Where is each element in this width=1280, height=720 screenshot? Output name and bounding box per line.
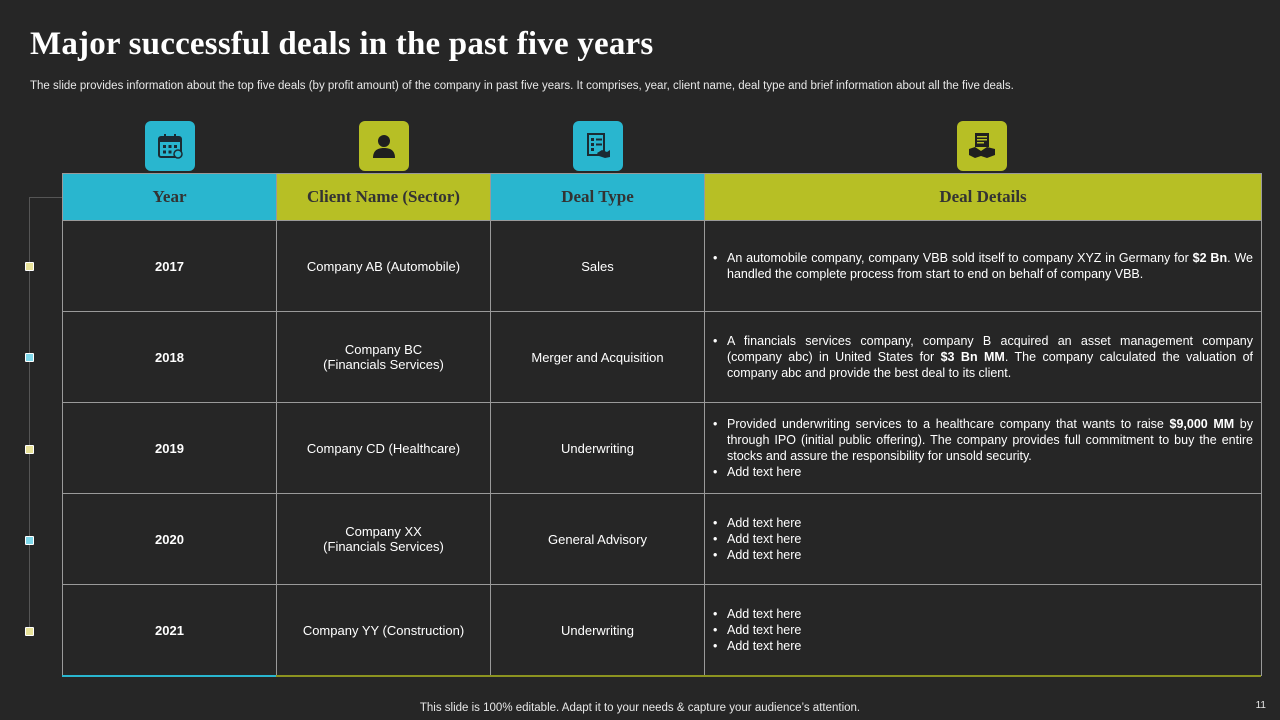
calendar-icon [145,121,195,171]
detail-amount: $9,000 MM [1169,417,1235,431]
cell-client-name: Company YY (Construction) [276,584,491,676]
cell-deal-details: Add text here Add text here Add text here [704,584,1262,676]
client-name-line: Company YY (Construction) [302,622,465,638]
detail-text: Add text here [727,532,802,546]
deal-detail-item: Add text here [713,606,1253,622]
detail-text: Add text here [727,639,802,653]
table-row: 2018 Company BC (Financials Services) Merge… [62,311,1262,403]
deals-table: Year Client Name (Sector) Deal Type Deal… [62,173,1262,676]
cell-deal-details: Add text here Add text here Add text here [704,493,1262,585]
cell-year: 2017 [62,220,277,312]
deal-details-list: Add text here Add text here Add text here [713,606,1253,654]
detail-text: Provided underwriting services to a heal… [727,417,1170,431]
deal-detail-item: Add text here [713,531,1253,547]
cell-year: 2020 [62,493,277,585]
cell-year: 2019 [62,402,277,494]
cell-client-name: Company AB (Automobile) [276,220,491,312]
detail-text: Add text here [727,465,802,479]
cell-client-name: Company BC (Financials Services) [276,311,491,403]
deal-detail-item: Add text here [713,622,1253,638]
slide-title: Major successful deals in the past five … [30,26,654,62]
table-bottom-accent-cyan [62,675,276,677]
client-name-line: Company XX [345,524,422,539]
deal-detail-item: Add text here [713,515,1253,531]
deal-detail-item: An automobile company, company VBB sold … [713,250,1253,282]
cell-deal-type: Underwriting [490,402,705,494]
client-sector-line: (Financials Services) [323,357,444,372]
cell-deal-details: An automobile company, company VBB sold … [704,220,1262,312]
cell-deal-type: Merger and Acquisition [490,311,705,403]
cell-year: 2021 [62,584,277,676]
timeline-dot [25,353,34,362]
client-name-line: Company AB (Automobile) [306,258,461,274]
timeline-dot [25,262,34,271]
detail-text: . We handled the complete process from s… [727,251,1253,281]
detail-text: Add text here [727,607,802,621]
page-number: 11 [1255,700,1266,711]
cell-client-name: Company CD (Healthcare) [276,402,491,494]
cell-deal-type: Underwriting [490,584,705,676]
table-row: 2019 Company CD (Healthcare) Underwriting P… [62,402,1262,494]
table-bottom-accent-lime [276,675,1261,677]
cell-year: 2018 [62,311,277,403]
deal-detail-item: Provided underwriting services to a heal… [713,416,1253,464]
header-client-name: Client Name (Sector) [276,173,491,221]
checklist-icon [573,121,623,171]
deal-detail-item: Add text here [713,638,1253,654]
slide-subtitle: The slide provides information about the… [30,80,1014,92]
detail-text: An automobile company, company VBB sold … [727,251,1193,265]
handshake-document-icon [957,121,1007,171]
person-icon [359,121,409,171]
client-name-line: Company BC [344,342,423,357]
cell-deal-details: Provided underwriting services to a heal… [704,402,1262,494]
cell-client-name: Company XX (Financials Services) [276,493,491,585]
timeline-dot [25,627,34,636]
table-row: 2020 Company XX (Financials Services) Gener… [62,493,1262,585]
detail-text: Add text here [727,623,802,637]
deal-details-list: An automobile company, company VBB sold … [713,250,1253,282]
deal-detail-item: A financials services company, company B… [713,333,1253,381]
deal-detail-item: Add text here [713,464,1253,480]
timeline-line [29,197,30,632]
detail-text: A financials services company, company B… [727,334,1253,364]
detail-amount: $3 Bn MM [940,350,1005,364]
deal-details-list: Provided underwriting services to a heal… [713,416,1253,480]
header-deal-type: Deal Type [490,173,705,221]
timeline-dot [25,536,34,545]
cell-deal-details: A financials services company, company B… [704,311,1262,403]
footer-note: This slide is 100% editable. Adapt it to… [419,702,861,714]
timeline-connector [29,197,62,198]
header-year: Year [62,173,277,221]
header-deal-details: Deal Details [704,173,1262,221]
deal-details-list: A financials services company, company B… [713,333,1253,381]
table-header-row: Year Client Name (Sector) Deal Type Deal… [62,173,1262,221]
deal-detail-item: Add text here [713,547,1253,563]
timeline-dot [25,445,34,454]
cell-deal-type: Sales [490,220,705,312]
detail-text: Add text here [727,548,802,562]
detail-amount: $2 Bn [1192,251,1228,265]
detail-text: Add text here [727,516,802,530]
table-row: 2021 Company YY (Construction) Underwritin… [62,584,1262,676]
table-row: 2017 Company AB (Automobile) Sales An autom… [62,220,1262,312]
detail-text: . The company calculated the valuation o… [727,350,1253,380]
cell-deal-type: General Advisory [490,493,705,585]
detail-text: by through IPO (initial public offering)… [727,417,1253,463]
client-name-line: Company CD (Healthcare) [306,440,461,456]
deal-details-list: Add text here Add text here Add text here [713,515,1253,563]
client-sector-line: (Financials Services) [323,539,444,554]
